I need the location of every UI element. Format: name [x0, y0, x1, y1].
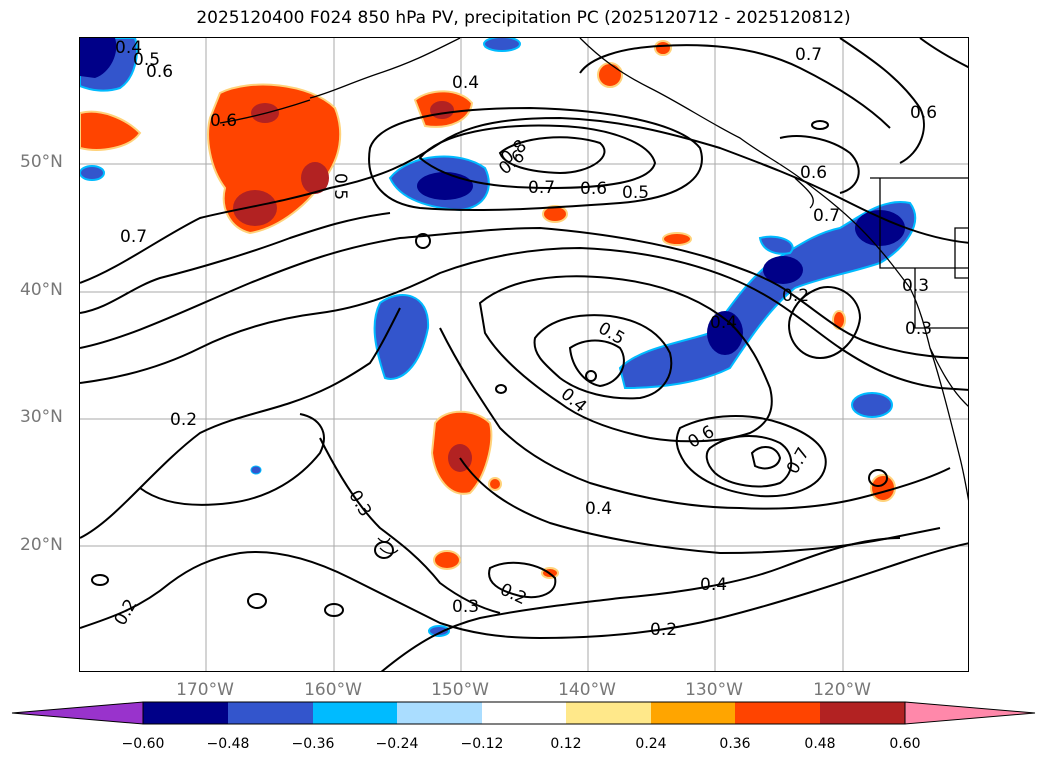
contour-label: 0.4 [585, 499, 612, 519]
contour-label: 0.2 [782, 286, 809, 306]
lon-label-120w: 120°W [813, 680, 871, 700]
contour-label: 0.2 [170, 410, 197, 430]
contour-label: 0.2 [497, 580, 530, 610]
contour-label: 0.7 [795, 45, 822, 65]
contour-label: 0.7 [528, 178, 555, 198]
negative-precip-patches [80, 38, 917, 637]
colorbar-tick-label: −0.60 [121, 736, 165, 752]
colorbar-bin [482, 702, 566, 724]
colorbar-bin [228, 702, 313, 724]
contour-label: 0.6 [580, 179, 607, 199]
contour-label: 0.3 [452, 597, 479, 617]
contour-label: 0.6 [685, 422, 718, 453]
contour-label: 0.6 [210, 111, 237, 131]
map-title: 2025120400 F024 850 hPa PV, precipitatio… [196, 8, 851, 28]
colorbar-tick-label: 0.48 [804, 736, 836, 752]
lon-label-140w: 140°W [558, 680, 616, 700]
colorbar-extend-low [11, 701, 144, 725]
colorbar-extend-high [904, 701, 1036, 725]
colorbar-tick-label: −0.12 [460, 736, 504, 752]
colorbar-bin [566, 702, 651, 724]
lon-label-130w: 130°W [685, 680, 743, 700]
contour-label: 0.5 [622, 183, 649, 203]
contour-label: 0.4 [115, 38, 142, 58]
contour-label: 0.3 [905, 319, 932, 339]
colorbar-bin [143, 702, 228, 724]
colorbar-bin [313, 702, 397, 724]
colorbar-tick-label: −0.36 [291, 736, 335, 752]
colorbar-tick-label: −0.48 [206, 736, 250, 752]
coastlines [219, 38, 968, 554]
contour-label: 0.7 [120, 227, 147, 247]
colorbar-bin [651, 702, 735, 724]
pv-contours [80, 38, 968, 671]
lat-label-20n: 20°N [20, 535, 63, 555]
lon-label-160w: 160°W [304, 680, 362, 700]
colorbar [11, 701, 1036, 725]
contour-label: 0.5 [595, 318, 628, 349]
contour-label: 0.5 [133, 50, 160, 70]
positive-precip-patches [80, 40, 896, 579]
colorbar-bin [735, 702, 820, 724]
colorbar-tick-label: −0.24 [375, 736, 419, 752]
colorbar-tick-label: 0.36 [719, 736, 751, 752]
lon-label-150w: 150°W [431, 680, 489, 700]
colorbar-bin [820, 702, 905, 724]
contour-label: 0.4 [700, 575, 727, 595]
contour-label: 0.2 [111, 596, 142, 629]
contour-label: 0.4 [557, 384, 591, 417]
contour-label: 0.6 [910, 103, 937, 123]
contour-label: 0.4 [452, 73, 479, 93]
contour-label: 0.6 [146, 62, 173, 82]
map-panel: 0.4 0.5 0.6 0.7 0.6 0.4 0.6 0.8 0.7 0.6 … [79, 37, 969, 672]
map-svg: 0.4 0.5 0.6 0.7 0.6 0.4 0.6 0.8 0.7 0.6 … [80, 38, 968, 671]
colorbar-bin [397, 702, 482, 724]
lat-label-30n: 30°N [20, 407, 63, 427]
lon-label-170w: 170°W [176, 680, 234, 700]
contour-label: 0.3 [344, 487, 375, 520]
lat-label-50n: 50°N [20, 152, 63, 172]
contour-label: 0.6 [800, 163, 827, 183]
contour-label: 0.5 [330, 173, 350, 200]
contour-label: 0.4 [710, 313, 737, 333]
colorbar-tick-label: 0.60 [889, 736, 921, 752]
colorbar-tick-label: 0.12 [550, 736, 582, 752]
contour-label: 0.7 [813, 206, 840, 226]
lat-label-40n: 40°N [20, 280, 63, 300]
colorbar-tick-label: 0.24 [635, 736, 667, 752]
contour-label: 0.2 [650, 620, 677, 640]
contour-label: 0.3 [902, 276, 929, 296]
small-contours [91, 120, 888, 617]
